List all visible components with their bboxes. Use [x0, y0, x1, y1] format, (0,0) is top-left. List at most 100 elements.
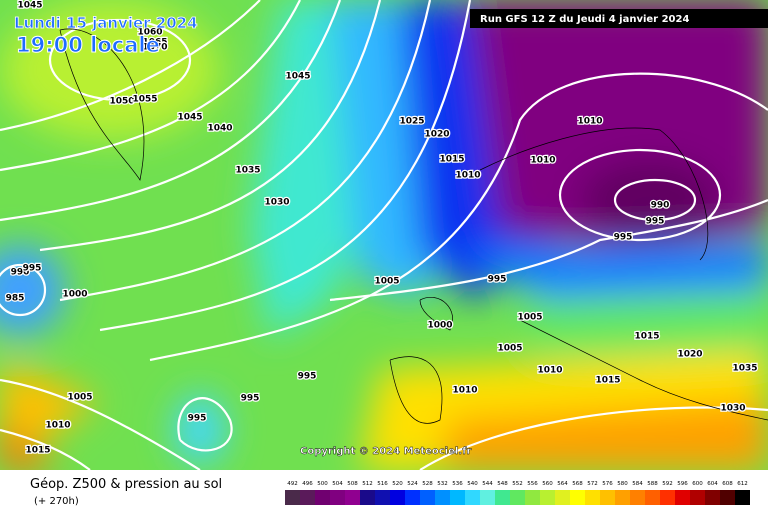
scale-cell: [390, 490, 405, 505]
coastlines: [59, 28, 768, 424]
isobar-label: 995: [188, 414, 207, 424]
isobar-label: 1010: [537, 366, 562, 376]
color-scale: 492 496 500 504 508 512 516 520 524 528 532 536 540 5…: [285, 481, 750, 505]
scale-label: 580: [617, 481, 628, 487]
scale-cell: [615, 490, 630, 505]
isobar-label: 990: [11, 268, 30, 278]
scale-label: 540: [467, 481, 478, 487]
scale-label: 532: [437, 481, 448, 487]
isobars: [0, 0, 768, 470]
isobar-label: 1005: [497, 344, 522, 354]
scale-cell: [420, 490, 435, 505]
scale-label: 508: [347, 481, 358, 487]
footer-lead: (+ 270h): [34, 496, 79, 507]
isobar-label: 1015: [634, 332, 659, 342]
scale-label: 576: [602, 481, 613, 487]
scale-cell: [300, 490, 315, 505]
scale-label: 528: [422, 481, 433, 487]
isobar-label: 1045: [17, 1, 42, 11]
scale-label: 588: [647, 481, 658, 487]
isobar-label: 1020: [677, 350, 702, 360]
isobar-label: 995: [23, 264, 42, 274]
scale-label: 496: [302, 481, 313, 487]
isobar-label: 1000: [427, 321, 452, 331]
scale-label: 596: [677, 481, 688, 487]
scale-cell: [735, 490, 750, 505]
scale-cell: [435, 490, 450, 505]
isobar-label: 1005: [374, 277, 399, 287]
scale-cell: [690, 490, 705, 505]
isobar-label: 1060: [137, 28, 162, 38]
scale-label: 548: [497, 481, 508, 487]
scale-cell: [285, 490, 300, 505]
scale-label: 568: [572, 481, 583, 487]
isobar-label: 1020: [424, 130, 449, 140]
scale-label: 608: [722, 481, 733, 487]
scale-cell: [465, 490, 480, 505]
scale-label: 600: [692, 481, 703, 487]
scale-cell: [540, 490, 555, 505]
scale-cell: [375, 490, 390, 505]
scale-cell: [585, 490, 600, 505]
isobar-label: 995: [488, 275, 507, 285]
scale-label: 492: [287, 481, 298, 487]
scale-cell: [480, 490, 495, 505]
scale-label: 612: [737, 481, 748, 487]
scale-label: 560: [542, 481, 553, 487]
scale-cell: [330, 490, 345, 505]
scale-label: 544: [482, 481, 493, 487]
scale-label: 556: [527, 481, 538, 487]
isobar-label: 1010: [530, 156, 555, 166]
isobar-label: 1010: [455, 171, 480, 181]
scale-cell: [315, 490, 330, 505]
scale-label: 524: [407, 481, 418, 487]
isobar-label: 1010: [577, 117, 602, 127]
scale-cell: [570, 490, 585, 505]
scale-cell: [555, 490, 570, 505]
scale-cell: [675, 490, 690, 505]
scale-cell: [630, 490, 645, 505]
scale-label: 520: [392, 481, 403, 487]
copyright: Copyright © 2024 Meteociel.fr: [300, 446, 471, 457]
isobar-label: 1040: [207, 124, 232, 134]
scale-cell: [360, 490, 375, 505]
isobar-label: 1035: [732, 364, 757, 374]
run-banner: [470, 9, 768, 28]
isobar-label: 1015: [25, 446, 50, 456]
isobar-label: 1025: [399, 117, 424, 127]
scale-label: 564: [557, 481, 568, 487]
scale-cell: [405, 490, 420, 505]
isobar-label: 990: [651, 201, 670, 211]
run-info: Run GFS 12 Z du Jeudi 4 janvier 2024: [480, 14, 689, 25]
scale-cell: [645, 490, 660, 505]
isobar-label: 995: [646, 217, 665, 227]
scale-label: 536: [452, 481, 463, 487]
scale-label: 500: [317, 481, 328, 487]
footer-title: Géop. Z500 & pression au sol: [30, 477, 222, 492]
scale-cell: [495, 490, 510, 505]
scale-label: 584: [632, 481, 643, 487]
isobar-label: 1065: [142, 38, 167, 48]
scale-cell: [525, 490, 540, 505]
scale-label: 592: [662, 481, 673, 487]
isobar-label: 1015: [439, 155, 464, 165]
scale-label: 512: [362, 481, 373, 487]
isobar-label: 995: [614, 233, 633, 243]
scale-label: 604: [707, 481, 718, 487]
isobar-label: 1045: [177, 113, 202, 123]
isobar-label: 995: [298, 372, 317, 382]
isobar-label: 1005: [517, 313, 542, 323]
scale-cell: [510, 490, 525, 505]
isobar-label: 1010: [45, 421, 70, 431]
scale-cell: [600, 490, 615, 505]
isobar-label: 1000: [62, 290, 87, 300]
isobar-label: 1015: [595, 376, 620, 386]
valid-date: Lundi 15 janvier 2024: [14, 14, 198, 32]
isobar-label: 1010: [452, 386, 477, 396]
isobar-label: 985: [6, 294, 25, 304]
scale-label: 572: [587, 481, 598, 487]
isobar-label: 1030: [720, 404, 745, 414]
